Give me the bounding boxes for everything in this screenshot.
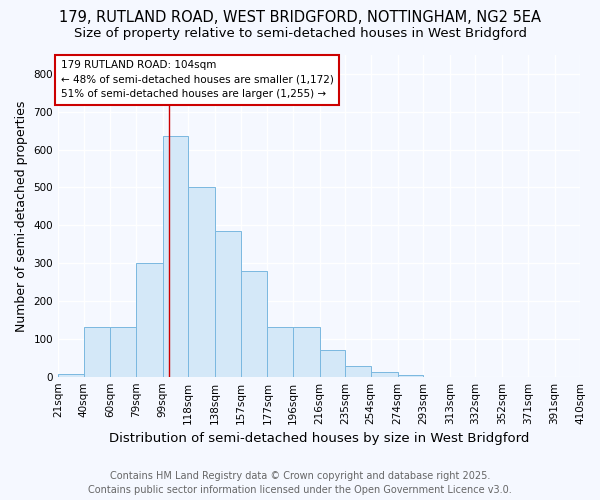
Text: 179, RUTLAND ROAD, WEST BRIDGFORD, NOTTINGHAM, NG2 5EA: 179, RUTLAND ROAD, WEST BRIDGFORD, NOTTI… [59, 10, 541, 25]
Bar [163, 136, 188, 376]
Bar [320, 350, 345, 376]
Bar [268, 328, 293, 376]
Bar [345, 366, 371, 376]
Text: Contains HM Land Registry data © Crown copyright and database right 2025.
Contai: Contains HM Land Registry data © Crown c… [88, 471, 512, 495]
Bar [371, 372, 398, 376]
Y-axis label: Number of semi-detached properties: Number of semi-detached properties [15, 100, 28, 332]
Bar [188, 188, 215, 376]
Bar [398, 375, 423, 376]
X-axis label: Distribution of semi-detached houses by size in West Bridgford: Distribution of semi-detached houses by … [109, 432, 529, 445]
Bar [83, 328, 110, 376]
Bar [293, 328, 320, 376]
Bar [58, 374, 83, 376]
Bar [241, 270, 268, 376]
Bar [215, 231, 241, 376]
Bar [136, 263, 163, 376]
Bar [110, 328, 136, 376]
Text: Size of property relative to semi-detached houses in West Bridgford: Size of property relative to semi-detach… [74, 28, 527, 40]
Text: 179 RUTLAND ROAD: 104sqm
← 48% of semi-detached houses are smaller (1,172)
51% o: 179 RUTLAND ROAD: 104sqm ← 48% of semi-d… [61, 60, 334, 100]
